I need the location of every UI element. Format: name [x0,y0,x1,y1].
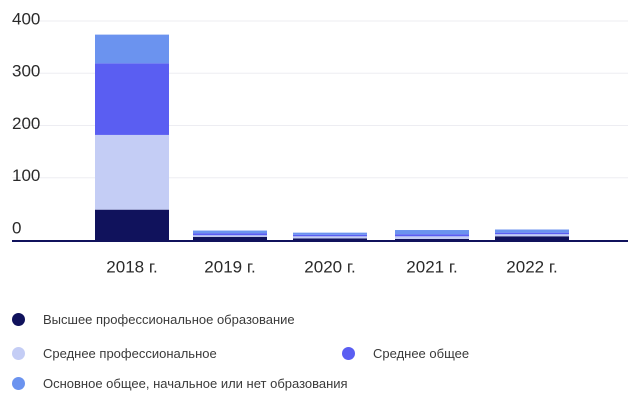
bar-segment-4-3 [495,229,569,233]
bar-segment-3-2 [395,234,469,237]
y-tick-label-200: 200 [12,114,40,133]
y-tick-label-100: 100 [12,166,40,185]
bar-segment-0-3 [95,34,169,64]
bar-segment-3-3 [395,230,469,235]
bar-segment-2-0 [293,238,367,241]
x-tick-label-1: 2019 г. [204,257,255,276]
y-tick-label-300: 300 [12,62,40,81]
y-axis-ticks: 0 100 200 300 400 [12,9,40,237]
bar-segment-1-2 [193,233,267,236]
x-tick-label-0: 2018 г. [106,257,157,276]
bar-segment-4-0 [495,236,569,241]
bar-segment-2-2 [293,234,367,237]
bar-segment-3-0 [395,238,469,241]
bar-segment-1-1 [193,235,267,237]
bar-segment-2-3 [293,232,367,235]
x-tick-label-4: 2022 г. [506,257,557,276]
x-axis-ticks: 2018 г. 2019 г. 2020 г. 2021 г. 2022 г. [106,257,557,276]
bar-segment-1-3 [193,230,267,234]
bar-segment-3-1 [395,236,469,239]
y-tick-label-0: 0 [12,218,21,237]
bar-segment-4-1 [495,234,569,237]
x-tick-label-2: 2020 г. [304,257,355,276]
bars [95,34,569,241]
x-tick-label-3: 2021 г. [406,257,457,276]
bar-segment-0-2 [95,63,169,135]
y-tick-label-400: 400 [12,9,40,28]
bar-segment-0-1 [95,134,169,210]
bar-segment-2-1 [293,236,367,239]
bar-segment-4-2 [495,232,569,235]
bar-segment-1-0 [193,236,267,241]
bar-segment-0-0 [95,209,169,241]
